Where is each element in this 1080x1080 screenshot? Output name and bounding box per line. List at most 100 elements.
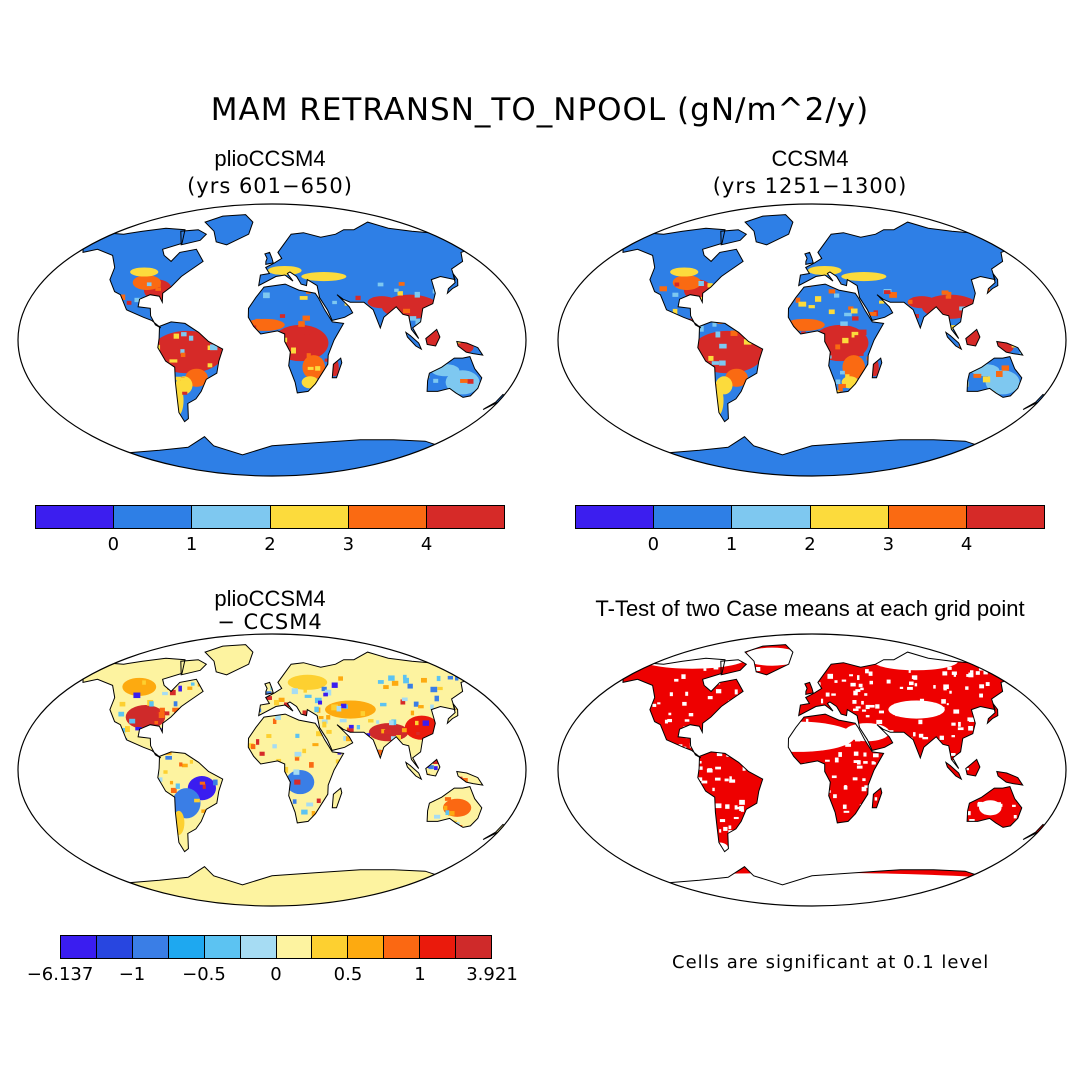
coastline-eurasia bbox=[258, 651, 474, 769]
data-cell bbox=[697, 325, 704, 332]
data-cell bbox=[331, 704, 339, 711]
data-cell bbox=[840, 370, 845, 375]
non-significant-cell bbox=[951, 722, 956, 726]
data-cell bbox=[180, 377, 189, 381]
data-cell bbox=[400, 699, 406, 705]
non-significant-cell bbox=[1012, 804, 1016, 807]
non-significant-cell bbox=[825, 692, 830, 697]
coastline-australia bbox=[426, 786, 483, 828]
non-significant-cell bbox=[1003, 675, 1009, 679]
data-cell bbox=[180, 352, 186, 358]
non-significant-cell bbox=[868, 704, 875, 708]
data-cell bbox=[743, 339, 752, 345]
colorbar-cell bbox=[168, 936, 205, 958]
non-significant-cell bbox=[922, 736, 929, 740]
coastline-newguinea bbox=[456, 770, 484, 786]
data-cell bbox=[711, 361, 719, 365]
non-significant-cell bbox=[820, 698, 824, 704]
colorbar-tick-label: −0.5 bbox=[182, 964, 226, 985]
non-significant-cell bbox=[733, 816, 739, 820]
data-cell bbox=[854, 335, 862, 339]
data-cell bbox=[432, 758, 439, 765]
coastline-newguinea bbox=[456, 340, 484, 356]
data-cell bbox=[394, 288, 399, 292]
coastline-greenland bbox=[744, 644, 794, 676]
colorbar-tick-label: 3.921 bbox=[466, 964, 518, 985]
non-significant-cell bbox=[909, 681, 914, 686]
data-cell bbox=[124, 726, 130, 732]
colorbar-difference bbox=[60, 935, 492, 959]
data-cell bbox=[169, 689, 176, 696]
data-patch bbox=[150, 330, 225, 374]
data-cell bbox=[355, 295, 361, 301]
data-cell bbox=[129, 718, 136, 724]
coastline-eurasia bbox=[798, 221, 1014, 339]
data-cell bbox=[848, 306, 854, 310]
data-cell bbox=[415, 720, 419, 726]
data-cell bbox=[996, 370, 1003, 377]
data-cell bbox=[698, 280, 704, 286]
non-significant-cell bbox=[880, 731, 885, 736]
coastline-japan bbox=[446, 703, 459, 725]
data-cell bbox=[314, 697, 322, 704]
non-significant-cell bbox=[862, 709, 867, 712]
data-cell bbox=[838, 383, 846, 389]
data-cell bbox=[402, 674, 407, 680]
colorbar-tick-label: 4 bbox=[420, 534, 433, 555]
panel-title-ccsm4: CCSM4 bbox=[771, 146, 849, 171]
non-significant-cell bbox=[853, 760, 860, 763]
data-cell bbox=[377, 680, 384, 684]
non-significant-cell bbox=[853, 751, 859, 756]
data-cell bbox=[155, 287, 161, 291]
data-cell bbox=[808, 305, 815, 309]
non-significant-cell bbox=[688, 713, 694, 717]
map-ccsm4 bbox=[557, 203, 1067, 477]
data-cell bbox=[672, 292, 679, 297]
data-cell bbox=[434, 695, 439, 702]
data-cell bbox=[339, 718, 347, 723]
data-cell bbox=[291, 688, 298, 695]
non-significant-cell bbox=[855, 706, 861, 709]
non-significant-cell bbox=[853, 734, 860, 739]
non-significant-cell bbox=[842, 804, 847, 809]
data-patch bbox=[842, 355, 866, 380]
data-cell bbox=[311, 811, 316, 817]
data-cell bbox=[187, 686, 193, 690]
data-cell bbox=[672, 308, 678, 315]
colorbar-ccsm4 bbox=[575, 505, 1045, 529]
data-cell bbox=[316, 731, 323, 737]
data-cell bbox=[798, 301, 807, 307]
data-cell bbox=[194, 798, 200, 803]
non-significant-cell bbox=[943, 688, 947, 691]
coastline-australia bbox=[966, 356, 1023, 398]
colorbar-cell bbox=[270, 506, 349, 528]
non-significant-cell bbox=[985, 682, 990, 687]
data-cell bbox=[391, 680, 399, 686]
colorbar-cell bbox=[654, 506, 733, 528]
data-cell bbox=[347, 728, 354, 733]
data-cell bbox=[415, 318, 423, 325]
data-cell bbox=[156, 710, 160, 715]
non-significant-cell bbox=[868, 671, 873, 676]
non-significant-cell bbox=[876, 719, 883, 725]
data-cell bbox=[414, 291, 420, 298]
data-cell bbox=[674, 282, 680, 287]
colorbar-tick-label: 2 bbox=[264, 534, 276, 555]
map-frame bbox=[17, 633, 527, 907]
coastline-greenland bbox=[744, 214, 794, 246]
data-cell bbox=[413, 701, 419, 707]
coastline-newguinea bbox=[996, 340, 1024, 356]
coastline-greenland bbox=[204, 644, 254, 676]
data-cell bbox=[266, 734, 272, 739]
non-significant-cell bbox=[724, 778, 729, 782]
coastline-borneo bbox=[425, 758, 441, 777]
data-cell bbox=[134, 297, 141, 303]
non-significant-cell bbox=[834, 680, 838, 683]
data-cell bbox=[284, 702, 290, 708]
data-cell bbox=[395, 735, 401, 740]
non-significant-cell bbox=[827, 673, 834, 679]
colorbar-tick-label: 3 bbox=[882, 534, 895, 555]
data-patch bbox=[907, 296, 936, 309]
non-significant-cell bbox=[875, 704, 880, 709]
data-cell bbox=[401, 697, 408, 702]
